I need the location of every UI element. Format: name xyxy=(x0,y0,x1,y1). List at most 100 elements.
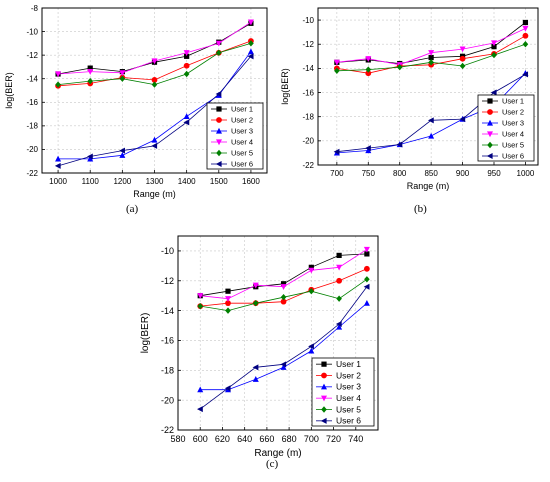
x-tick-label: 1600 xyxy=(242,177,260,186)
data-point xyxy=(224,385,231,392)
data-point xyxy=(491,51,497,59)
x-tick-label: 1500 xyxy=(210,177,228,186)
x-tick-label: 660 xyxy=(259,434,274,444)
data-point xyxy=(87,155,94,162)
data-point xyxy=(215,91,222,98)
x-tick-label: 720 xyxy=(326,434,341,444)
y-tick-label: -20 xyxy=(302,137,314,146)
data-point xyxy=(87,153,93,160)
y-tick-label: -12 xyxy=(161,276,174,286)
data-point xyxy=(522,32,529,39)
legend-marker xyxy=(321,395,327,402)
data-point xyxy=(280,293,287,301)
data-point xyxy=(280,281,287,287)
panel-label-c: (c) xyxy=(266,458,279,470)
legend-label: User 5 xyxy=(502,140,524,149)
y-tick-label: -14 xyxy=(26,75,38,84)
x-tick-label: 700 xyxy=(304,434,319,444)
data-point xyxy=(197,302,204,310)
data-point xyxy=(428,54,434,61)
y-tick-label: -14 xyxy=(161,306,174,316)
x-tick-label: 1100 xyxy=(82,177,100,186)
legend-marker xyxy=(487,131,493,138)
x-tick-label: 740 xyxy=(348,434,363,444)
x-tick-label: 1400 xyxy=(178,177,196,186)
data-point xyxy=(308,347,315,354)
x-tick-label: 700 xyxy=(330,169,344,178)
data-point xyxy=(225,288,231,294)
x-tick-label: 750 xyxy=(362,169,376,178)
legend-marker xyxy=(215,161,222,167)
data-point xyxy=(363,246,370,253)
legend-label: User 4 xyxy=(502,129,524,138)
data-point xyxy=(308,267,315,274)
legend-marker xyxy=(216,149,222,157)
data-point xyxy=(333,148,340,155)
y-tick-label: -22 xyxy=(26,169,38,178)
data-point xyxy=(336,277,343,284)
data-point xyxy=(184,53,190,59)
data-point xyxy=(363,283,370,290)
legend-label: User 3 xyxy=(231,126,253,135)
data-point xyxy=(252,376,259,382)
series-5 xyxy=(334,41,529,74)
data-point xyxy=(119,152,126,158)
legend-label: User 2 xyxy=(336,370,361,380)
panel-label-a: (a) xyxy=(126,203,139,215)
data-point xyxy=(151,142,158,149)
data-point xyxy=(396,63,403,71)
data-point xyxy=(225,300,231,307)
legend-marker xyxy=(216,127,222,134)
legend-label: User 1 xyxy=(231,104,253,113)
data-point xyxy=(252,364,259,371)
y-tick-label: -18 xyxy=(161,365,174,375)
data-point xyxy=(197,386,204,393)
legend-marker xyxy=(487,98,493,104)
series-6 xyxy=(333,71,529,155)
x-tick-label: 1000 xyxy=(49,177,67,186)
data-point xyxy=(55,155,62,162)
data-point xyxy=(427,117,434,124)
series-1 xyxy=(197,251,370,299)
x-tick-label: 580 xyxy=(170,434,185,444)
data-point xyxy=(119,75,126,82)
legend: User 1 User 2 User 3 User 4 User 5 User 6 xyxy=(206,102,264,170)
legend: User 1 User 2 User 3 User 4 User 5 User 6 xyxy=(477,94,535,162)
series-6 xyxy=(197,283,370,413)
plot-frame xyxy=(177,235,379,431)
legend-box xyxy=(477,94,535,162)
data-point xyxy=(308,343,314,350)
data-point xyxy=(365,145,371,152)
legend-label: User 3 xyxy=(502,118,524,127)
legend-box xyxy=(311,357,375,427)
chart-c: 580 600 620 640 660 680 700 720 740 -22 -20 -18 -16 -… xyxy=(140,235,379,459)
data-point xyxy=(363,265,370,272)
data-point xyxy=(459,62,466,70)
legend-marker xyxy=(321,406,327,413)
x-axis-label: Range (m) xyxy=(133,189,176,199)
y-tick-label: -16 xyxy=(26,98,38,107)
data-point xyxy=(428,50,435,56)
x-tick-label: 900 xyxy=(456,169,470,178)
y-tick-label: -22 xyxy=(302,161,314,170)
y-tick-label: -20 xyxy=(161,395,174,405)
data-point xyxy=(151,136,158,143)
data-point xyxy=(225,296,231,302)
legend-marker xyxy=(321,361,327,367)
x-tick-label: 640 xyxy=(237,434,252,444)
data-point xyxy=(54,162,61,169)
data-point xyxy=(365,66,372,73)
legend-label: User 4 xyxy=(231,137,253,146)
legend-label: User 6 xyxy=(502,151,524,160)
data-point xyxy=(336,323,343,330)
y-tick-label: -8 xyxy=(31,4,39,13)
data-point xyxy=(335,321,342,328)
data-point xyxy=(183,50,190,56)
series-4 xyxy=(333,25,529,68)
data-point xyxy=(336,264,343,271)
legend-marker xyxy=(216,106,222,112)
legend-label: User 2 xyxy=(502,107,524,116)
data-point xyxy=(491,44,497,50)
data-point xyxy=(183,119,190,126)
